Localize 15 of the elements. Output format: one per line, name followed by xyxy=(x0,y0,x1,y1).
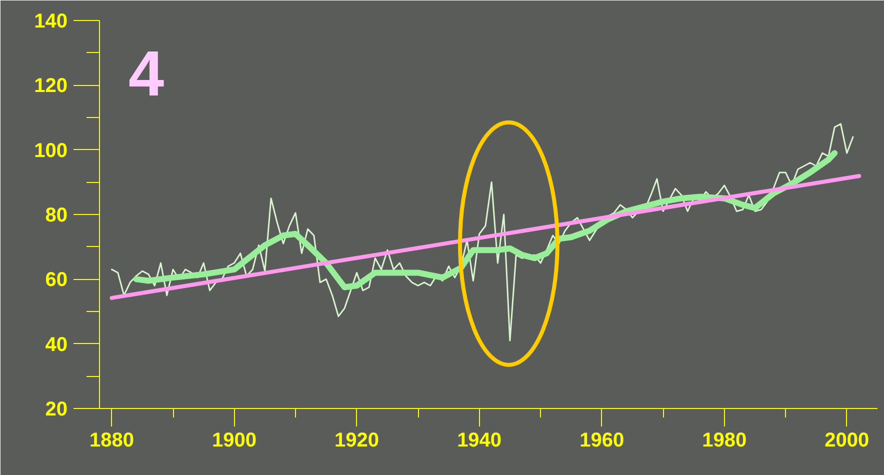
y-tick-label: 120 xyxy=(34,75,68,98)
x-tick-label: 1880 xyxy=(90,430,134,452)
x-tick-label: 2000 xyxy=(824,430,870,452)
y-tick-label: 40 xyxy=(45,334,68,356)
x-tick-label: 1980 xyxy=(702,430,747,452)
y-tick-label: 20 xyxy=(45,398,68,420)
x-tick-label: 1940 xyxy=(457,430,502,452)
y-tick-label: 60 xyxy=(45,269,68,292)
annotation: 4 xyxy=(128,38,164,110)
y-tick-label: 140 xyxy=(34,10,68,32)
x-tick-label: 1960 xyxy=(580,430,624,452)
y-tick-label: 100 xyxy=(34,140,68,162)
x-tick-label: 1900 xyxy=(212,430,257,452)
y-tick-label: 80 xyxy=(45,204,68,226)
x-tick-label: 1920 xyxy=(334,430,380,452)
